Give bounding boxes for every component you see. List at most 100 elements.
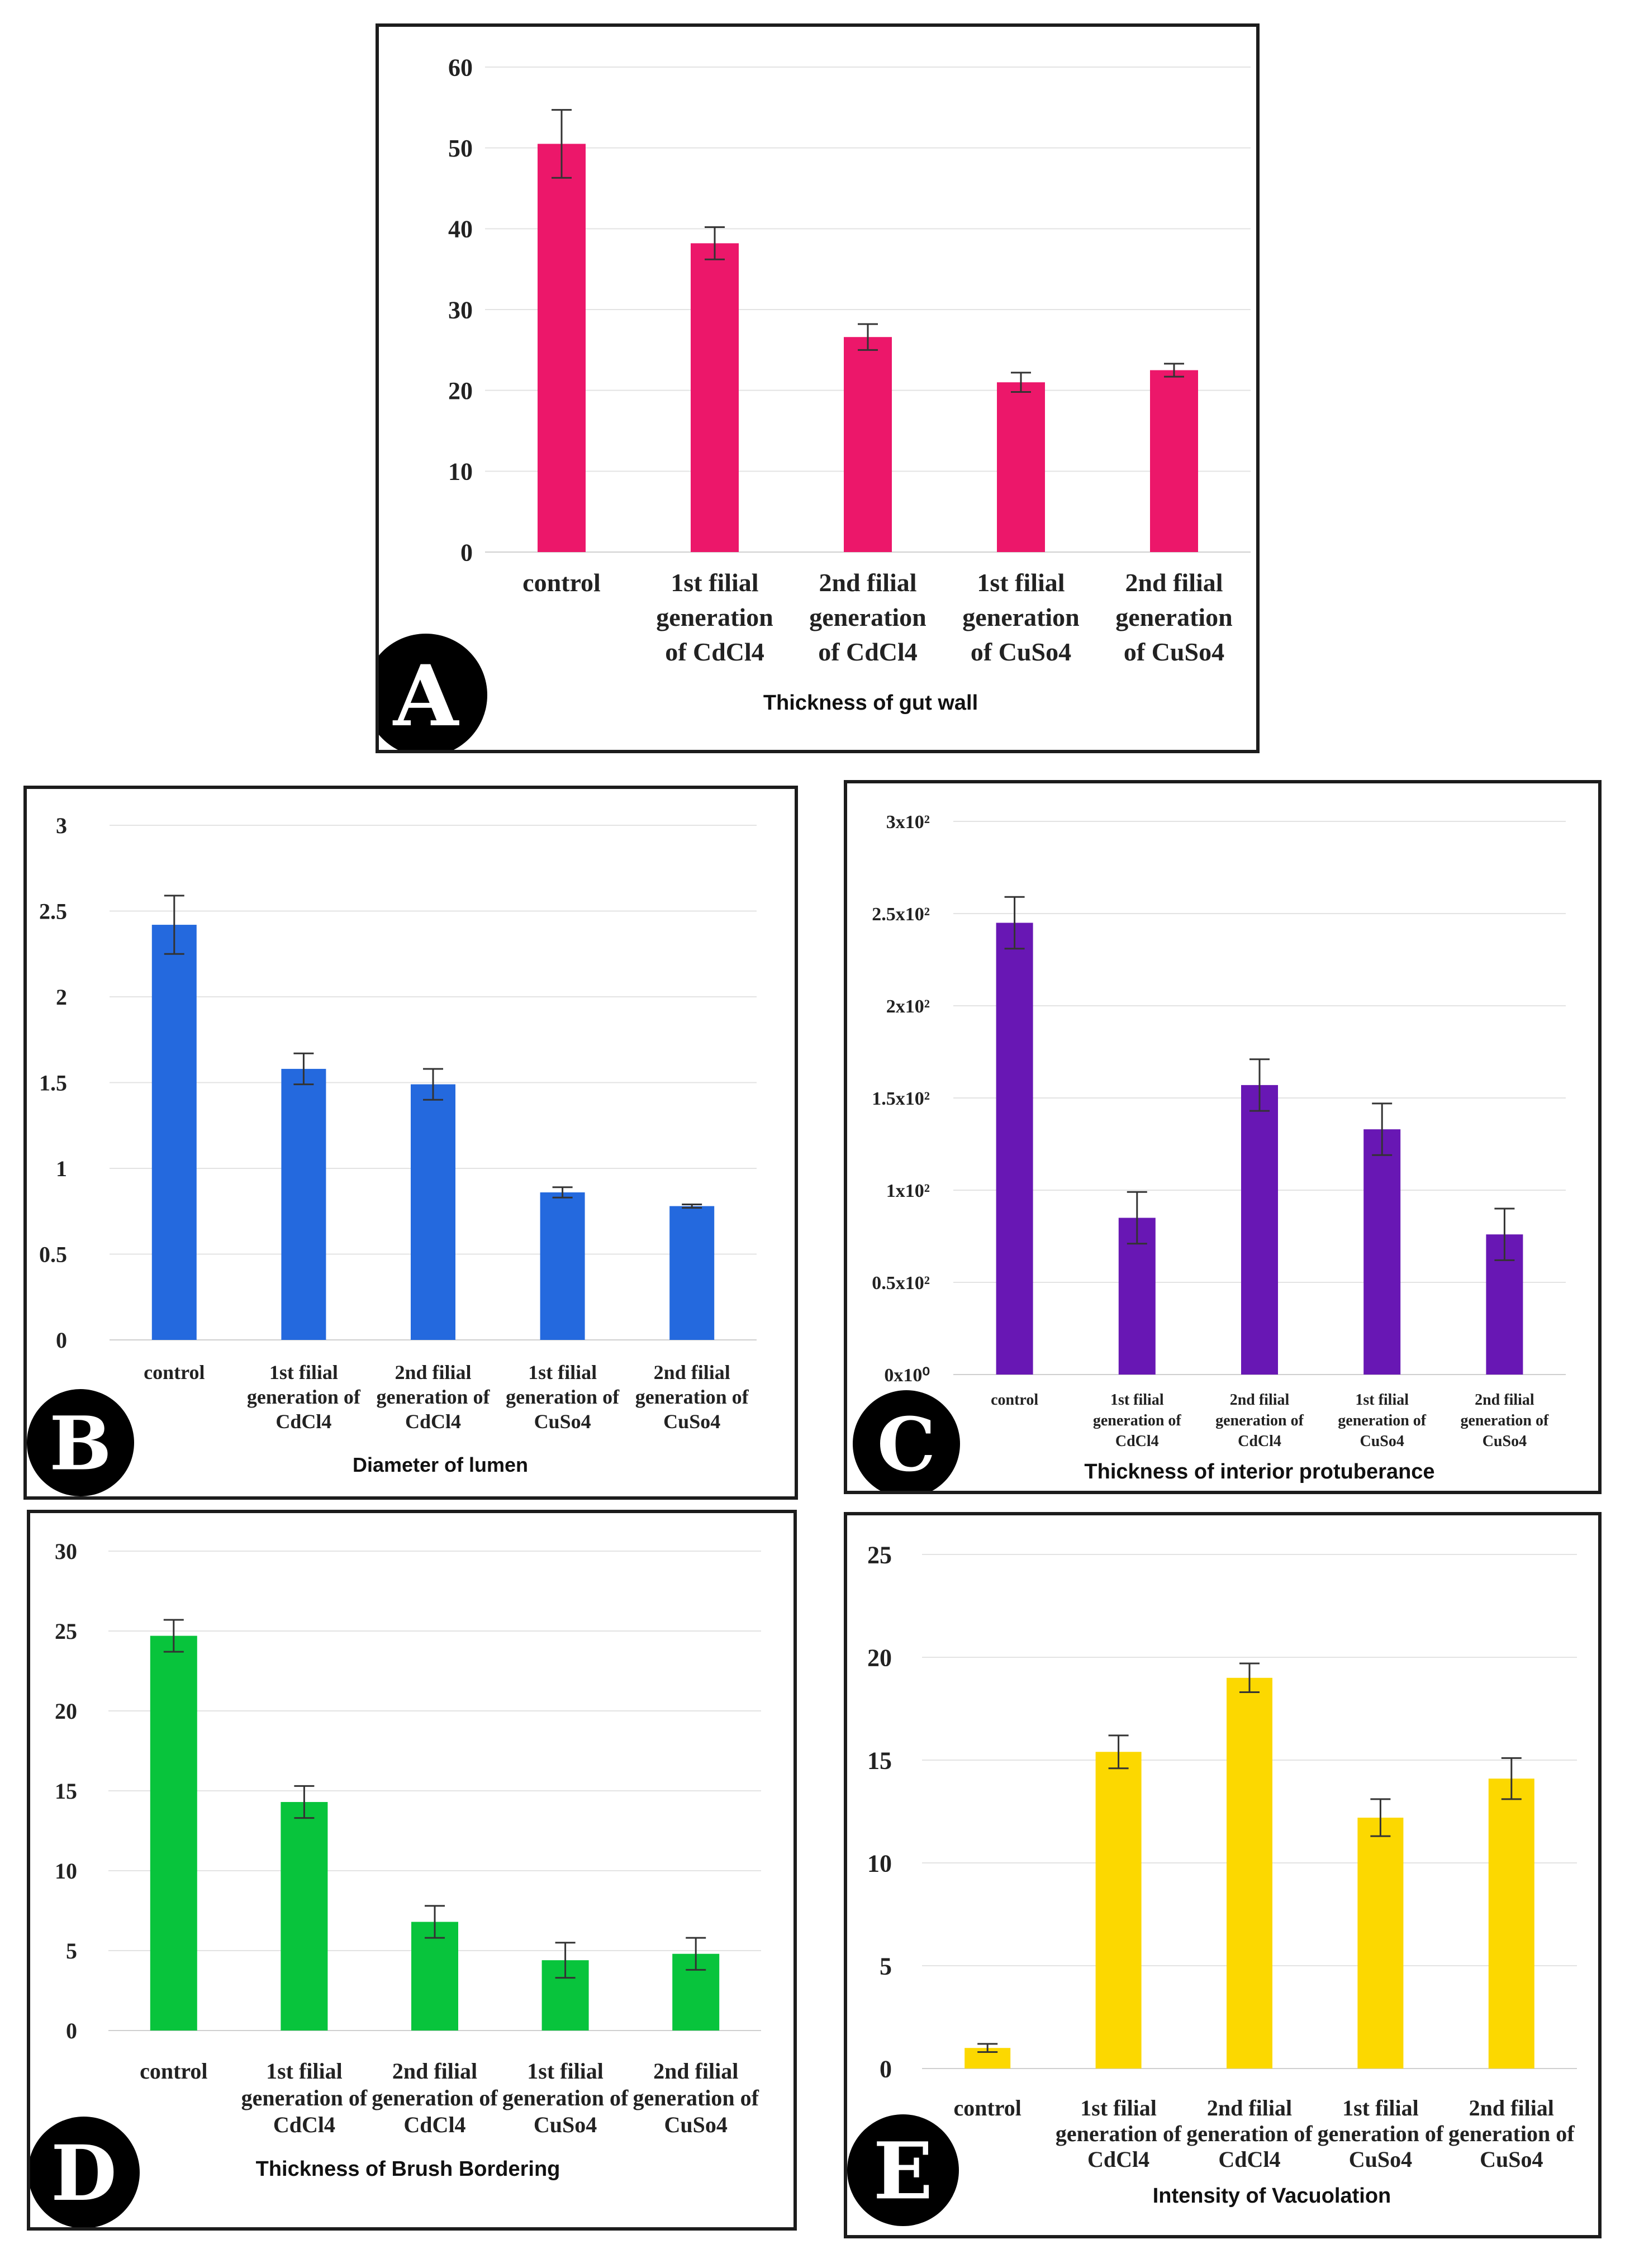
y-tick-label: 30 <box>448 296 473 324</box>
category-line: CuSo4 <box>663 1410 720 1433</box>
category-label-1: control <box>953 2095 1021 2120</box>
y-tick-label: 10 <box>448 458 473 486</box>
category-line: CuSo4 <box>664 2112 728 2137</box>
bar-3 <box>844 337 892 552</box>
category-line: CdCl4 <box>275 1410 331 1433</box>
category-line: control <box>953 2095 1021 2120</box>
y-tick-label: 25 <box>55 1619 77 1644</box>
panel-badge <box>853 1390 960 1491</box>
y-tick-label: 2.5 <box>39 899 67 924</box>
panel-badge <box>30 2117 140 2227</box>
category-line: generation of <box>502 2085 629 2110</box>
bar-5 <box>669 1206 715 1340</box>
chart-title: Thickness of Brush Bordering <box>256 2157 560 2181</box>
category-label-4: 1st filial generation of CuSo4 <box>962 568 1080 666</box>
category-label-4: 1st filial generation of CuSo4 <box>506 1361 620 1433</box>
category-label-3: 2nd filial generation of CdCl4 <box>809 568 926 666</box>
category-line: 2nd filial <box>1125 568 1223 597</box>
bar-5 <box>1150 370 1198 552</box>
category-label-2: 1st filial generation of CdCl4 <box>247 1361 361 1433</box>
category-line: 2nd filial <box>654 1361 730 1383</box>
category-line: generation of <box>247 1386 361 1408</box>
y-tick-label: 2.5x10² <box>872 904 930 925</box>
category-line: control <box>140 2058 207 2084</box>
category-line: CuSo4 <box>534 1410 591 1433</box>
category-label-1: control <box>991 1391 1038 1409</box>
category-line: generation of <box>1318 2121 1444 2146</box>
y-tick-label: 30 <box>55 1539 77 1564</box>
bar-3 <box>411 1084 455 1340</box>
y-tick-label: 0 <box>460 539 473 566</box>
y-tick-label: 25 <box>867 1541 892 1568</box>
category-line: CuSo4 <box>534 2112 597 2137</box>
category-label-4: 1st filial generation of CuSo4 <box>502 2058 629 2137</box>
y-tick-label: 15 <box>55 1779 77 1804</box>
bar-3 <box>411 1922 458 2031</box>
category-line: 1st filial <box>671 568 758 597</box>
category-line: generation <box>656 603 773 631</box>
y-tick-label: 15 <box>867 1747 892 1774</box>
panel-badge <box>847 2114 959 2226</box>
category-line: 2nd filial <box>819 568 916 597</box>
category-line: generation of <box>506 1386 620 1408</box>
y-tick-label: 1x10² <box>886 1181 930 1201</box>
bar-1 <box>996 923 1033 1375</box>
category-label-3: 2nd filial generation of CdCl4 <box>1186 2095 1313 2172</box>
category-label-5: 2nd filial generation of CuSo4 <box>1448 2095 1575 2172</box>
category-label-5: 2nd filial generation of CuSo4 <box>635 1361 749 1433</box>
category-label-3: 2nd filial generation of CdCl4 <box>1215 1391 1304 1450</box>
category-label-4: 1st filial generation of CuSo4 <box>1338 1391 1427 1450</box>
y-tick-label: 20 <box>867 1644 892 1671</box>
category-line: generation of <box>635 1386 749 1408</box>
y-tick-label: 2x10² <box>886 996 930 1017</box>
category-line: CuSo4 <box>1349 2147 1412 2172</box>
y-tick-label: 3 <box>56 813 67 838</box>
category-line: generation <box>1115 603 1233 631</box>
bar-1 <box>150 1635 197 2031</box>
category-line: CdCl4 <box>273 2112 335 2137</box>
category-line: generation <box>962 603 1080 631</box>
category-line: 1st filial <box>527 2058 604 2084</box>
category-line: generation of <box>1448 2121 1575 2146</box>
category-label-5: 2nd filial generation of CuSo4 <box>1460 1391 1549 1450</box>
y-tick-label: 1.5 <box>39 1071 67 1096</box>
bar-4 <box>1363 1129 1401 1375</box>
panel-badge <box>27 1389 134 1496</box>
chart-svg-c: 0x10⁰ 0.5x10² 1x10² 1.5x10² 2x10² 2.5x10² 3x10… <box>853 812 1566 1491</box>
y-tick-label: 0 <box>56 1328 67 1353</box>
category-label-2: 1st filial generation of CdCl4 <box>241 2058 368 2137</box>
y-tick-label: 5 <box>880 1952 892 1980</box>
bar-4 <box>540 1192 585 1340</box>
category-line: 2nd filial <box>1469 2095 1554 2120</box>
chart-title: Intensity of Vacuolation <box>1153 2184 1391 2208</box>
category-line: of CuSo4 <box>971 638 1071 666</box>
bar-2 <box>691 243 739 553</box>
panel-badge-label: A <box>392 647 460 745</box>
bar-5 <box>1488 1779 1534 2069</box>
category-label-3: 2nd filial generation of CdCl4 <box>377 1361 491 1433</box>
category-line: control <box>991 1391 1038 1409</box>
y-tick-label: 2 <box>56 985 67 1010</box>
y-tick-label: 1.5x10² <box>872 1088 930 1109</box>
category-line: 1st filial <box>266 2058 343 2084</box>
category-line: generation of <box>241 2085 368 2110</box>
category-line: CdCl4 <box>1115 1433 1159 1450</box>
category-line: CdCl4 <box>1218 2147 1280 2172</box>
chart-svg-b: 0 0.5 1 1.5 2 2.5 3 control 1st filial generation… <box>27 813 757 1496</box>
category-line: CdCl4 <box>1238 1433 1281 1450</box>
y-tick-label: 60 <box>448 54 473 81</box>
category-line: 2nd filial <box>653 2058 738 2084</box>
y-tick-label: 40 <box>448 216 473 243</box>
y-tick-label: 1 <box>56 1156 67 1181</box>
category-label-5: 2nd filial generation of CuSo4 <box>633 2058 759 2137</box>
panel-badge <box>379 634 487 750</box>
category-line: CuSo4 <box>1483 1433 1527 1450</box>
chart-title: Thickness of gut wall <box>763 691 978 715</box>
category-label-4: 1st filial generation of CuSo4 <box>1318 2095 1444 2172</box>
category-line: generation of <box>377 1386 491 1408</box>
category-line: 2nd filial <box>1230 1391 1290 1409</box>
y-tick-label: 5 <box>66 1938 77 1963</box>
category-line: CuSo4 <box>1480 2147 1543 2172</box>
category-label-1: control <box>144 1361 205 1383</box>
